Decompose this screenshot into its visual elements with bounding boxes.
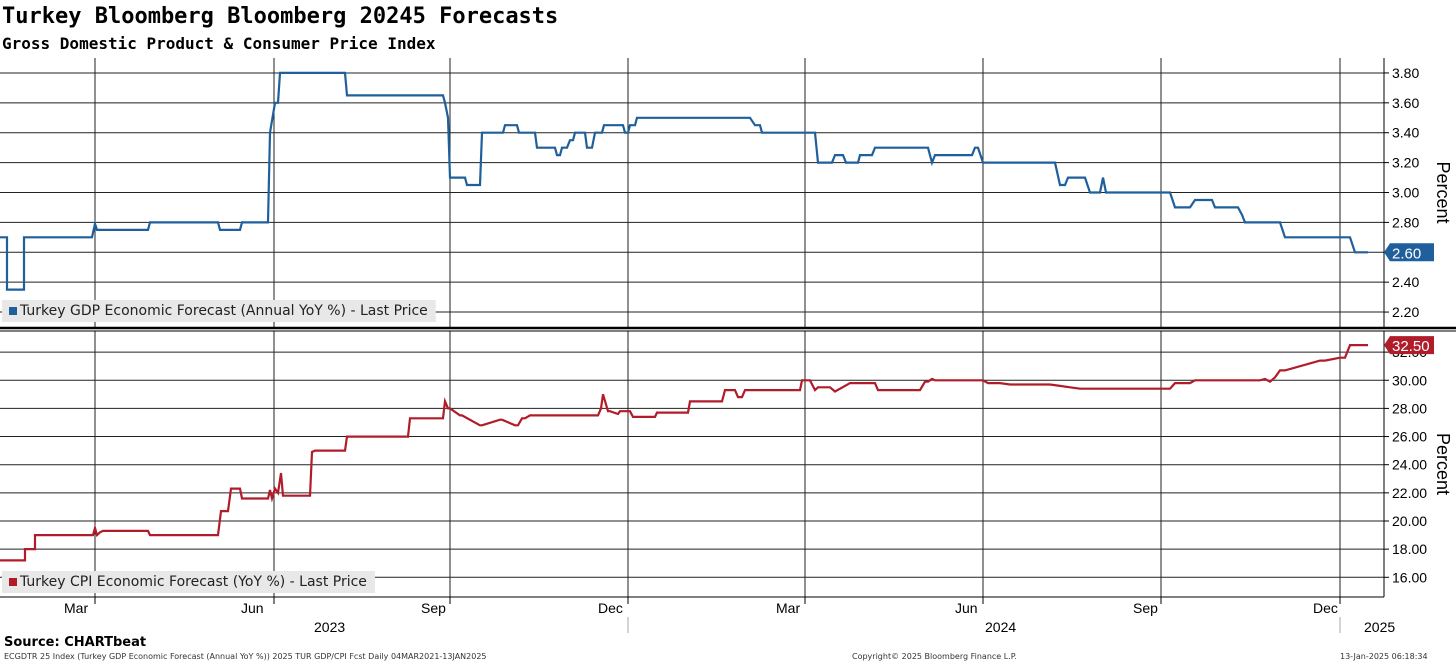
chart-title: Turkey Bloomberg Bloomberg 20245 Forecas… [2,4,559,29]
cpi-legend-text: Turkey CPI Economic Forecast (YoY %) - L… [19,574,367,590]
cpi-legend-swatch [9,578,17,586]
gdp-last-price-value: 2.60 [1392,245,1421,262]
x-month-label: Mar [64,600,88,616]
cpi-legend-box [2,571,375,593]
gdp-legend-text: Turkey GDP Economic Forecast (Annual YoY… [19,303,428,319]
y-tick-label: 18.00 [1392,541,1427,557]
source-label: Source: CHARTbeat [4,635,147,650]
index-info: ECGDTR 25 Index (Turkey GDP Economic For… [4,652,487,661]
x-month-label: Mar [776,600,800,616]
x-month-label: Sep [421,600,446,616]
x-month-label: Jun [955,600,978,616]
y-tick-label: 2.40 [1392,274,1419,290]
y-axis-label: Percent [1433,433,1453,495]
y-tick-label: 24.00 [1392,457,1427,473]
cpi-last-price-badge [1384,336,1434,355]
x-month-label: Jun [241,600,264,616]
y-tick-label: 2.20 [1392,304,1419,320]
chart-subtitle: Gross Domestic Product & Consumer Price … [2,34,436,53]
x-month-label: Dec [1313,600,1338,616]
y-tick-label: 20.00 [1392,513,1427,529]
x-month-label: Dec [598,600,623,616]
copyright: Copyright© 2025 Bloomberg Finance L.P. [852,652,1017,661]
y-tick-label: 22.00 [1392,485,1427,501]
gdp-legend-box [2,300,436,322]
timestamp: 13-Jan-2025 06:18:34 [1340,652,1428,661]
y-tick-label: 16.00 [1392,569,1427,585]
cpi-series-line [0,344,1368,562]
gdp-legend-swatch [9,307,17,315]
gdp-last-price-badge [1384,243,1434,262]
x-year-label: 2025 [1364,619,1395,635]
y-tick-label: 2.80 [1392,214,1419,230]
x-year-label: 2023 [314,619,345,635]
y-tick-label: 3.60 [1392,95,1419,111]
y-tick-label: 30.00 [1392,372,1427,388]
cpi-last-price-value: 32.50 [1392,338,1430,355]
y-tick-label: 3.20 [1392,155,1419,171]
y-tick-label: 28.00 [1392,400,1427,416]
y-tick-label: 26.00 [1392,429,1427,445]
y-axis-label: Percent [1433,161,1453,223]
y-tick-label: 3.40 [1392,125,1419,141]
x-year-label: 2024 [985,619,1016,635]
y-tick-label: 3.80 [1392,65,1419,81]
y-tick-label: 3.00 [1392,185,1419,201]
gdp-series-line [0,71,1368,291]
x-month-label: Sep [1133,600,1158,616]
